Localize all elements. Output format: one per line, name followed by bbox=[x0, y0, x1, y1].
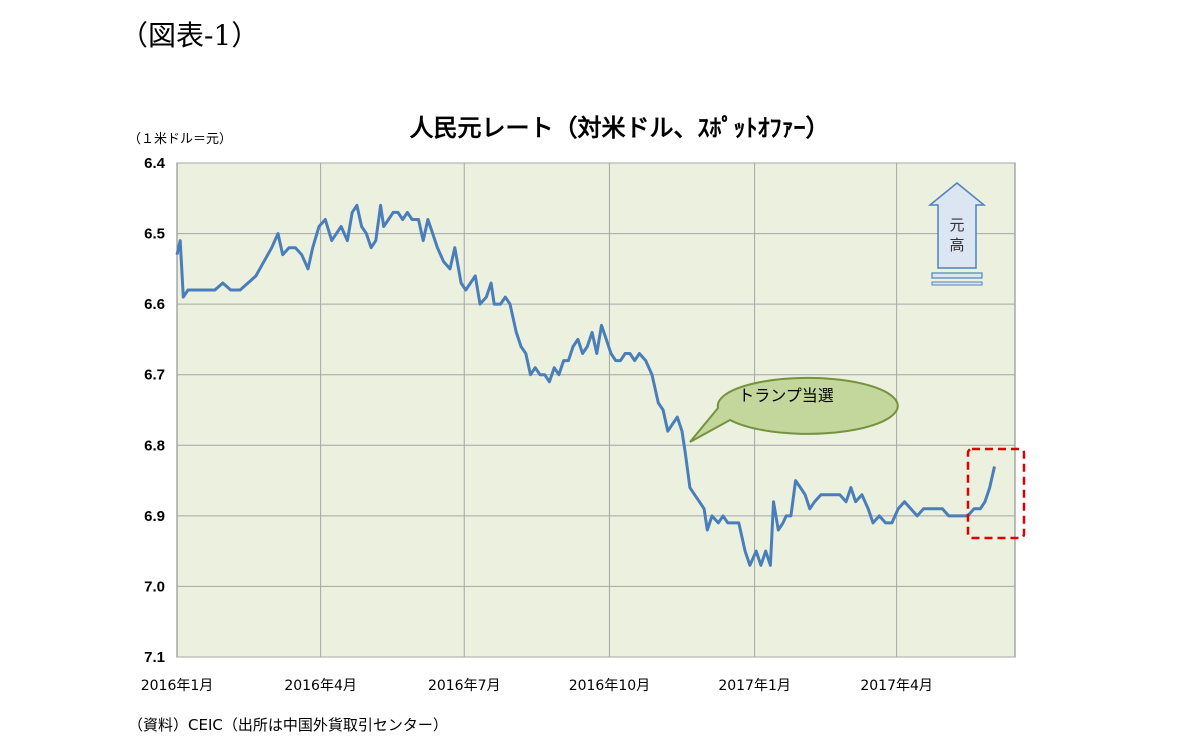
y-tick-label: 6.8 bbox=[144, 437, 165, 454]
y-tick-label: 6.6 bbox=[144, 296, 165, 313]
chart-title: 人民元レート（対米ドル、ｽﾎﾟｯﾄｵﾌｧｰ） bbox=[409, 114, 830, 142]
x-axis-ticks: 2016年1月 2016年4月 2016年7月 2016年10月 2017年1月 2017… bbox=[141, 678, 933, 694]
figure-label: （図表-1） bbox=[120, 19, 260, 52]
callout-text: トランプ当選 bbox=[738, 386, 834, 405]
arrow-label-line2: 高 bbox=[949, 236, 964, 254]
recent-highlight-box bbox=[966, 447, 1026, 540]
series-line bbox=[175, 203, 996, 567]
y-tick-label: 7.0 bbox=[144, 578, 165, 595]
trump-election-callout: トランプ当選 bbox=[689, 376, 899, 443]
x-tick-label: 2016年4月 bbox=[284, 678, 357, 694]
x-tick-label: 2016年10月 bbox=[569, 678, 650, 694]
yuan-appreciation-arrow-icon: 元 高 bbox=[927, 182, 987, 286]
y-tick-label: 6.4 bbox=[144, 155, 166, 172]
y-axis-ticks: 6.4 6.5 6.6 6.7 6.8 6.9 7.0 7.1 bbox=[144, 155, 166, 666]
y-axis-unit-label: （１米ドル＝元） bbox=[128, 132, 233, 147]
x-tick-label: 2016年7月 bbox=[428, 678, 501, 694]
y-tick-label: 6.9 bbox=[144, 508, 165, 525]
y-tick-label: 6.5 bbox=[144, 226, 165, 243]
y-tick-label: 7.1 bbox=[144, 649, 165, 666]
x-tick-label: 2017年1月 bbox=[718, 678, 791, 694]
arrow-label-line1: 元 bbox=[949, 216, 964, 234]
x-tick-label: 2016年1月 bbox=[141, 678, 214, 694]
x-tick-label: 2017年4月 bbox=[860, 678, 933, 694]
y-tick-label: 6.7 bbox=[144, 367, 165, 384]
source-note: （資料）CEIC（出所は中国外貨取引センター） bbox=[128, 716, 448, 734]
